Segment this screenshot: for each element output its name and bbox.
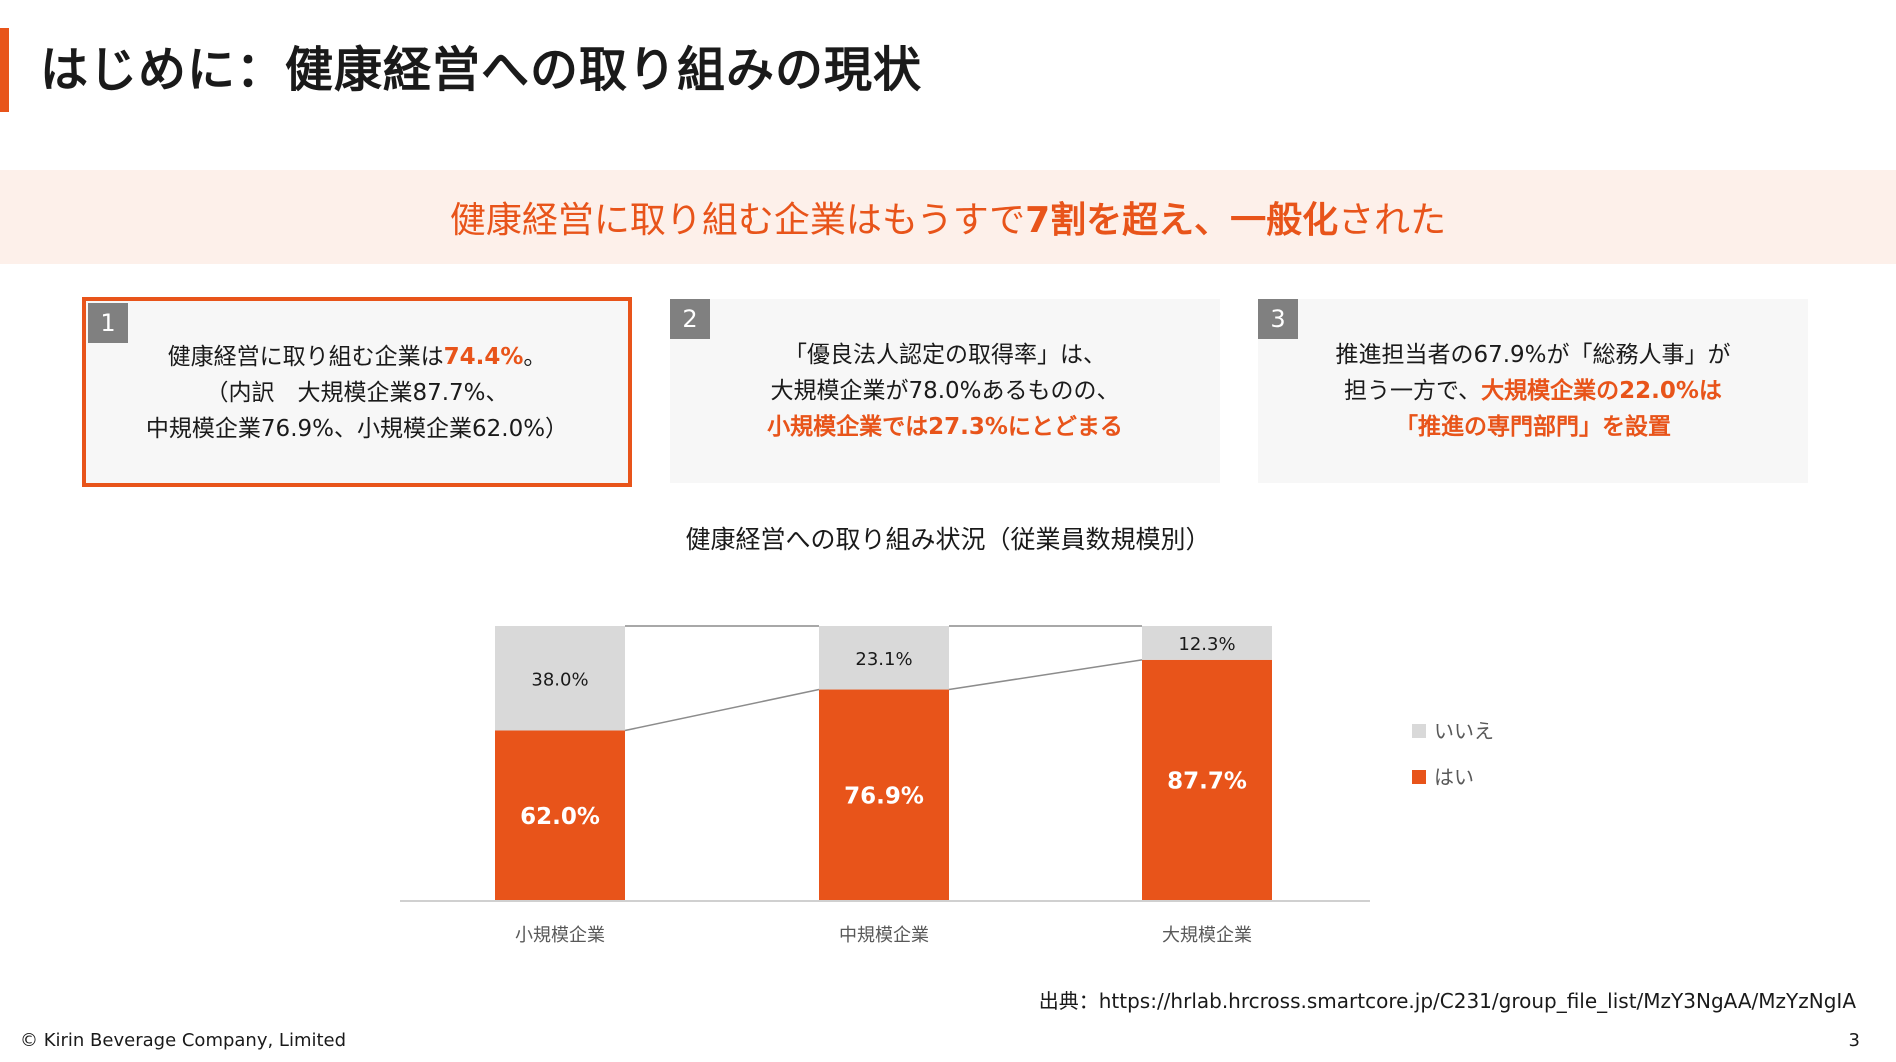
card-number: 2 <box>670 299 710 339</box>
point-card-1: 1 健康経営に取り組む企業は74.4%。 （内訳 大規模企業87.7%、 中規模… <box>82 297 632 487</box>
data-label-yes-1: 62.0% <box>520 804 600 830</box>
banner-text-1: 健康経営に取り組む企業はもうすで <box>449 200 1026 241</box>
legend-swatch-1 <box>1412 724 1426 738</box>
data-label-yes-3: 87.7% <box>1167 768 1247 794</box>
card-line-emphasis: 小規模企業では27.3%にとどまる <box>767 414 1123 440</box>
card-line: 中規模企業76.9%、小規模企業62.0%） <box>145 416 569 442</box>
bar-no-2 <box>819 626 949 690</box>
category-label-1: 小規模企業 <box>515 925 605 946</box>
banner-text-2: された <box>1338 200 1447 241</box>
copyright: © Kirin Beverage Company, Limited <box>20 1030 347 1051</box>
card-line: 推進担当者の67.9%が「総務人事」が <box>1335 342 1731 368</box>
data-label-no-1: 38.0% <box>531 669 588 690</box>
legend-label-1: いいえ <box>1434 719 1494 743</box>
card-line: 担う一方で、大規模企業の22.0%は <box>1258 373 1808 409</box>
bar-no-3 <box>1142 626 1272 660</box>
source-citation: 出典：https://hrlab.hrcross.smartcore.jp/C2… <box>1038 989 1856 1013</box>
card-line-emphasis: 大規模企業の22.0%は <box>1481 378 1722 404</box>
card-number: 1 <box>88 303 128 343</box>
card-text: 推進担当者の67.9%が「総務人事」が 担う一方で、大規模企業の22.0%は 「… <box>1258 337 1808 445</box>
card-line: 大規模企業が78.0%あるものの、 <box>770 378 1120 404</box>
title-accent-bar <box>0 28 9 112</box>
data-label-yes-2: 76.9% <box>844 783 924 809</box>
legend-swatch-2 <box>1412 770 1426 784</box>
card-line-text: 担う一方で、 <box>1344 378 1482 404</box>
bar-yes-3 <box>1142 659 1272 901</box>
data-label-no-2: 23.1% <box>855 649 912 670</box>
banner-text-emphasis: 7割を超え、一般化 <box>1025 200 1339 241</box>
bar-no-1 <box>495 626 625 731</box>
legend-label-2: はい <box>1434 765 1474 789</box>
series-line-yes-2 <box>948 659 1143 691</box>
key-message-banner: 健康経営に取り組む企業はもうすで 7割を超え、一般化 された <box>0 170 1896 264</box>
series-line-yes-1 <box>624 688 820 732</box>
card-number: 3 <box>1258 299 1298 339</box>
card-text: 「優良法人認定の取得率」は、 大規模企業が78.0%あるものの、 小規模企業では… <box>670 337 1220 445</box>
chart-title: 健康経営への取り組み状況（従業員数規模別） <box>685 525 1211 554</box>
bar-yes-1 <box>495 730 625 901</box>
card-line-text: 健康経営に取り組む企業は <box>167 344 444 370</box>
bar-yes-2 <box>819 689 949 901</box>
page-number: 3 <box>1848 1030 1860 1051</box>
card-text: 健康経営に取り組む企業は74.4%。 （内訳 大規模企業87.7%、 中規模企業… <box>86 339 628 447</box>
card-line-emphasis: 「推進の専門部門」を設置 <box>1395 414 1671 440</box>
category-label-3: 大規模企業 <box>1162 925 1252 946</box>
point-card-2: 2 「優良法人認定の取得率」は、 大規模企業が78.0%あるものの、 小規模企業… <box>670 299 1220 483</box>
category-label-2: 中規模企業 <box>839 925 929 946</box>
data-label-no-3: 12.3% <box>1178 634 1235 655</box>
card-line-text: 。 <box>523 344 547 370</box>
card-line: （内訳 大規模企業87.7%、 <box>205 380 509 406</box>
card-line-emphasis: 74.4% <box>443 344 524 370</box>
card-line: 「優良法人認定の取得率」は、 <box>784 342 1106 368</box>
point-card-3: 3 推進担当者の67.9%が「総務人事」が 担う一方で、大規模企業の22.0%は… <box>1258 299 1808 483</box>
card-line: 健康経営に取り組む企業は74.4%。 <box>86 339 628 375</box>
page-title: はじめに：健康経営への取り組みの現状 <box>40 42 923 98</box>
